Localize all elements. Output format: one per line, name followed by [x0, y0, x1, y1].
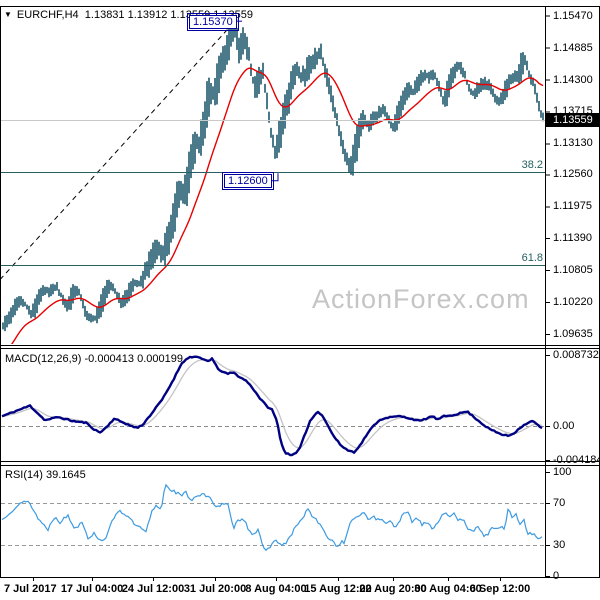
- symbol-timeframe-label: EURCHF,H4: [16, 9, 79, 21]
- y-axis-label: 1.13130: [553, 137, 593, 150]
- macd-axis-label: 0.008732: [553, 349, 599, 361]
- y-axis-label: 1.11390: [553, 232, 592, 245]
- price-annotation: 1.15370: [187, 12, 239, 31]
- y-axis-label: 1.14300: [553, 73, 593, 86]
- rsi-axis-label: 100: [553, 466, 572, 478]
- y-axis-label: 1.15470: [553, 9, 593, 22]
- x-axis-label: 17 Jul 04:00: [60, 583, 124, 595]
- macd-axis-label: 0.00: [553, 420, 575, 432]
- price-plot-group: [1, 18, 544, 344]
- y-axis-label: 1.11975: [553, 200, 592, 213]
- rsi-panel[interactable]: [0, 466, 545, 577]
- x-axis-label: 22 Aug 20:00: [359, 583, 427, 595]
- rsi-indicator-label: RSI(14) 39.1645: [5, 469, 86, 481]
- x-axis-label: 7 Jul 2017: [4, 583, 57, 595]
- rsi-plot-group: [1, 483, 543, 552]
- macd-axis-label: -0.004184: [553, 454, 600, 467]
- x-axis-label: 30 Aug 04:00: [414, 583, 482, 595]
- x-axis-label: 31 Jul 20:00: [183, 583, 247, 595]
- x-axis-label: 24 Jul 12:00: [121, 583, 185, 595]
- rsi-axis-label: 0: [553, 570, 560, 582]
- y-axis-label: 1.12560: [553, 168, 593, 181]
- macd-panel[interactable]: [0, 349, 545, 462]
- rsi-value: 39.1645: [45, 469, 86, 481]
- y-axis-label: 1.09635: [553, 327, 593, 340]
- y-axis-label: 1.10220: [553, 296, 593, 308]
- current-price-badge: 1.13559: [546, 112, 600, 127]
- macd-values: -0.000413 0.000199: [84, 353, 183, 365]
- symbol-dropdown-icon[interactable]: ▼: [4, 10, 12, 19]
- x-axis-label: 8 Aug 04:00: [245, 583, 307, 595]
- price-chart-panel[interactable]: [0, 6, 545, 345]
- fib-level-label: 38.2: [521, 159, 543, 172]
- macd-plot-group: [1, 355, 543, 457]
- watermark: ActionForex.com: [312, 284, 530, 314]
- y-axis-label: 1.14885: [553, 41, 593, 54]
- macd-indicator-label: MACD(12,26,9) -0.000413 0.000199: [5, 353, 183, 365]
- rsi-axis-label: 30: [553, 538, 566, 551]
- fib-level-label: 61.8: [521, 251, 543, 264]
- rsi-axis-label: 70: [553, 497, 566, 510]
- x-axis-label: 6 Sep 12:00: [469, 583, 531, 595]
- y-axis-label: 1.10805: [553, 264, 593, 277]
- price-annotation: 1.12600: [222, 172, 274, 191]
- x-axis-label: 15 Aug 12:00: [304, 583, 372, 595]
